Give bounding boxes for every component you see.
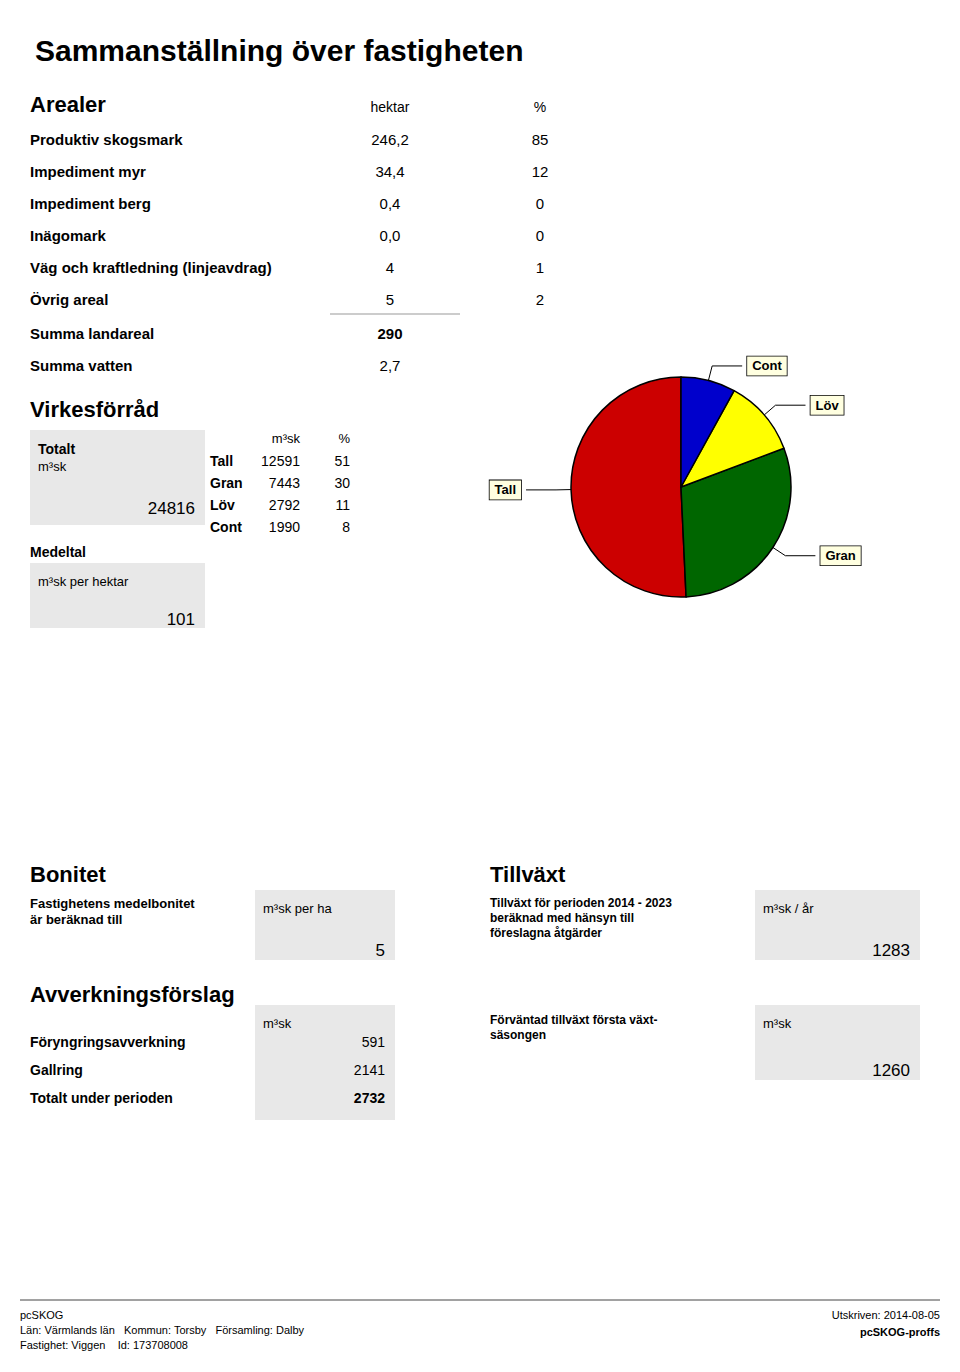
svg-text:m³sk: m³sk: [272, 431, 301, 446]
svg-text:1990: 1990: [269, 519, 300, 535]
svg-text:Väg och kraftledning (linjeavd: Väg och kraftledning (linjeavdrag): [30, 259, 272, 276]
svg-text:1260: 1260: [872, 1061, 910, 1080]
svg-text:är beräknad till: är beräknad till: [30, 912, 122, 927]
svg-text:Föryngringsavverkning: Föryngringsavverkning: [30, 1034, 186, 1050]
svg-text:Gallring: Gallring: [30, 1062, 83, 1078]
svg-text:12: 12: [532, 163, 549, 180]
svg-text:m³sk / år: m³sk / år: [763, 901, 814, 916]
svg-text:2,7: 2,7: [380, 357, 401, 374]
svg-text:Övrig areal: Övrig areal: [30, 291, 108, 308]
svg-text:m³sk per ha: m³sk per ha: [263, 901, 332, 916]
svg-text:Inägomark: Inägomark: [30, 227, 107, 244]
svg-text:290: 290: [377, 325, 402, 342]
svg-text:Fastighetens medelbonitet: Fastighetens medelbonitet: [30, 896, 195, 911]
svg-text:Impediment myr: Impediment myr: [30, 163, 146, 180]
svg-text:m³sk: m³sk: [763, 1016, 792, 1031]
svg-text:m³sk: m³sk: [263, 1016, 292, 1031]
svg-text:Arealer: Arealer: [30, 92, 106, 117]
svg-text:Produktiv skogsmark: Produktiv skogsmark: [30, 131, 183, 148]
svg-text:34,4: 34,4: [375, 163, 404, 180]
svg-text:30: 30: [334, 475, 350, 491]
svg-text:beräknad med hänsyn till: beräknad med hänsyn till: [490, 911, 634, 925]
svg-text:m³sk: m³sk: [38, 459, 67, 474]
svg-text:%: %: [534, 99, 546, 115]
svg-text:föreslagna åtgärder: föreslagna åtgärder: [490, 926, 602, 940]
svg-text:säsongen: säsongen: [490, 1028, 546, 1042]
svg-text:5: 5: [386, 291, 394, 308]
svg-text:Utskriven: 2014-08-05: Utskriven: 2014-08-05: [832, 1309, 940, 1321]
svg-text:%: %: [338, 431, 350, 446]
svg-text:0,0: 0,0: [380, 227, 401, 244]
svg-text:Sammanställning över fastighet: Sammanställning över fastigheten: [35, 34, 523, 67]
svg-text:Löv: Löv: [210, 497, 235, 513]
svg-text:85: 85: [532, 131, 549, 148]
svg-text:Löv: Löv: [816, 398, 840, 413]
svg-text:0: 0: [536, 195, 544, 212]
svg-text:51: 51: [334, 453, 350, 469]
svg-text:4: 4: [386, 259, 394, 276]
svg-text:0,4: 0,4: [380, 195, 401, 212]
svg-text:591: 591: [362, 1034, 386, 1050]
svg-text:Gran: Gran: [210, 475, 243, 491]
svg-text:7443: 7443: [269, 475, 300, 491]
svg-text:Tillväxt för perioden 2014 - 2: Tillväxt för perioden 2014 - 2023: [490, 896, 672, 910]
svg-text:Summa vatten: Summa vatten: [30, 357, 133, 374]
svg-text:Tillväxt: Tillväxt: [490, 862, 566, 887]
svg-text:pcSKOG-proffs: pcSKOG-proffs: [860, 1326, 940, 1338]
svg-text:246,2: 246,2: [371, 131, 409, 148]
svg-text:Impediment berg: Impediment berg: [30, 195, 151, 212]
svg-text:hektar: hektar: [371, 99, 410, 115]
svg-text:24816: 24816: [148, 499, 195, 518]
svg-text:12591: 12591: [261, 453, 300, 469]
svg-text:Förväntad tillväxt första växt: Förväntad tillväxt första växt-: [490, 1013, 657, 1027]
svg-text:11: 11: [335, 497, 350, 513]
svg-text:2141: 2141: [354, 1062, 385, 1078]
svg-text:Totalt under perioden: Totalt under perioden: [30, 1090, 173, 1106]
svg-text:Län: Värmlands län Kommun: T: Län: Värmlands län Kommun: Torsby Försam…: [20, 1324, 305, 1336]
svg-text:Virkesförråd: Virkesförråd: [30, 397, 159, 422]
svg-text:1283: 1283: [872, 941, 910, 960]
svg-text:5: 5: [376, 941, 385, 960]
svg-text:Fastighet: Viggen Id: 17370: Fastighet: Viggen Id: 173708008: [20, 1339, 188, 1351]
svg-text:m³sk per hektar: m³sk per hektar: [38, 574, 129, 589]
svg-text:Tall: Tall: [495, 482, 516, 497]
svg-text:Cont: Cont: [210, 519, 242, 535]
svg-text:Avverkningsförslag: Avverkningsförslag: [30, 982, 235, 1007]
svg-text:101: 101: [167, 610, 195, 629]
svg-text:2792: 2792: [269, 497, 300, 513]
svg-text:0: 0: [536, 227, 544, 244]
svg-text:Summa landareal: Summa landareal: [30, 325, 154, 342]
svg-text:Tall: Tall: [210, 453, 233, 469]
svg-text:Bonitet: Bonitet: [30, 862, 106, 887]
svg-text:2732: 2732: [354, 1090, 385, 1106]
svg-text:Totalt: Totalt: [38, 441, 75, 457]
svg-text:pcSKOG: pcSKOG: [20, 1309, 63, 1321]
svg-text:8: 8: [342, 519, 350, 535]
svg-text:Gran: Gran: [825, 548, 855, 563]
svg-text:Cont: Cont: [752, 358, 782, 373]
svg-text:1: 1: [536, 259, 544, 276]
svg-text:Medeltal: Medeltal: [30, 544, 86, 560]
svg-text:2: 2: [536, 291, 544, 308]
